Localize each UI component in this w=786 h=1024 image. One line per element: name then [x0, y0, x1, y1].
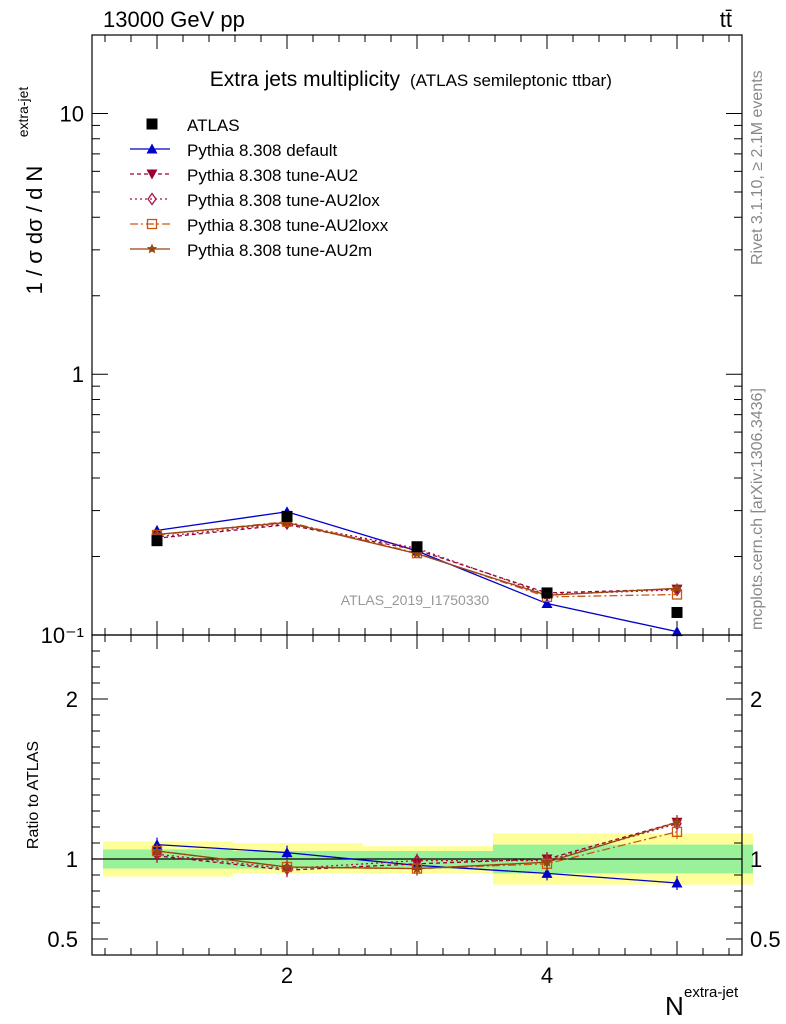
mcplots-info: mcplots.cern.ch [arXiv:1306.3436]	[749, 388, 766, 630]
ratio-series-point-0	[541, 867, 553, 878]
legend: ATLAS Pythia 8.308 default Pythia 8.308 tu…	[130, 116, 389, 260]
rivet-info: Rivet 3.1.10, ≥ 2.1M events	[749, 70, 766, 265]
main-series-line-1	[156, 523, 678, 594]
legend-atlas-marker	[146, 118, 158, 130]
legend-label-0: Pythia 8.308 default	[187, 141, 338, 160]
main-series-point-0	[671, 626, 683, 637]
legend-label-3: Pythia 8.308 tune-AU2loxx	[187, 216, 389, 235]
main-y-tick-label: 1	[72, 362, 84, 387]
x-axis-label: N	[665, 991, 684, 1021]
ratio-series-point-4	[281, 861, 293, 872]
main-y-axis-label: 1 / σ dσ / d N extra-jet	[15, 87, 47, 295]
x-axis-label-sup: extra-jet	[684, 984, 739, 1001]
atlas-data-point	[411, 541, 423, 553]
header-energy: 13000 GeV pp	[103, 7, 245, 32]
header-process: tt̄	[720, 7, 732, 32]
chart-title: Extra jets multiplicity	[210, 68, 401, 91]
legend-label-4: Pythia 8.308 tune-AU2m	[187, 241, 372, 260]
legend-marker-0	[146, 143, 158, 154]
ratio-frame-border	[91, 634, 743, 956]
legend-marker-4	[146, 243, 158, 254]
ratio-y-tick-label: 1	[66, 847, 78, 872]
main-panel: 10⁻¹ 1 10	[41, 34, 743, 648]
main-series-point-4	[281, 517, 293, 527]
ratio-y-tick-label: 0.5	[47, 927, 78, 952]
ratio-series-point-4	[541, 856, 553, 867]
legend-marker-3	[146, 218, 158, 230]
ratio-y-tick-label-right: 1	[750, 847, 762, 872]
ratio-series-point-4	[151, 845, 163, 856]
legend-atlas-label: ATLAS	[187, 116, 240, 135]
ratio-panel: 2 4 0.5 0.5 1 1 2 2	[47, 634, 781, 988]
analysis-watermark: ATLAS_2019_I1750330	[341, 592, 490, 608]
atlas-data-point	[281, 510, 293, 522]
ratio-series-point-0	[281, 847, 293, 858]
ratio-y-tick-label-right: 0.5	[750, 927, 781, 952]
x-tick-label: 4	[541, 963, 553, 988]
legend-label-1: Pythia 8.308 tune-AU2	[187, 166, 358, 185]
main-series-line-3	[156, 521, 678, 598]
ratio-band-inner-2	[363, 851, 493, 869]
atlas-data-point	[541, 587, 553, 599]
ratio-y-axis-label: Ratio to ATLAS	[25, 741, 42, 849]
main-series-line-4	[156, 521, 678, 596]
legend-marker-1	[146, 169, 158, 180]
main-y-tick-label: 10	[60, 101, 84, 126]
ratio-series-point-4	[411, 863, 423, 873]
atlas-data-point	[151, 535, 163, 547]
main-y-tick-label: 10⁻¹	[41, 623, 84, 648]
main-series-point-4	[671, 582, 683, 593]
chart-subtitle: (ATLAS semileptonic ttbar)	[410, 71, 612, 90]
main-y-label-text: 1 / σ dσ / d N	[22, 166, 47, 295]
ratio-series-point-0	[671, 877, 683, 888]
x-tick-label: 2	[281, 963, 293, 988]
legend-label-2: Pythia 8.308 tune-AU2lox	[187, 191, 380, 210]
ratio-y-tick-label: 2	[66, 687, 78, 712]
atlas-data-point	[671, 606, 683, 618]
main-series-point-4	[411, 548, 423, 559]
ratio-series-point-4	[671, 816, 683, 827]
ratio-series-point-2	[152, 847, 162, 861]
main-y-label-sup: extra-jet	[15, 87, 31, 138]
main-series-point-0	[541, 598, 553, 609]
legend-marker-2	[147, 192, 157, 206]
ratio-y-tick-label-right: 2	[750, 687, 762, 712]
main-series-line-2	[156, 522, 678, 596]
